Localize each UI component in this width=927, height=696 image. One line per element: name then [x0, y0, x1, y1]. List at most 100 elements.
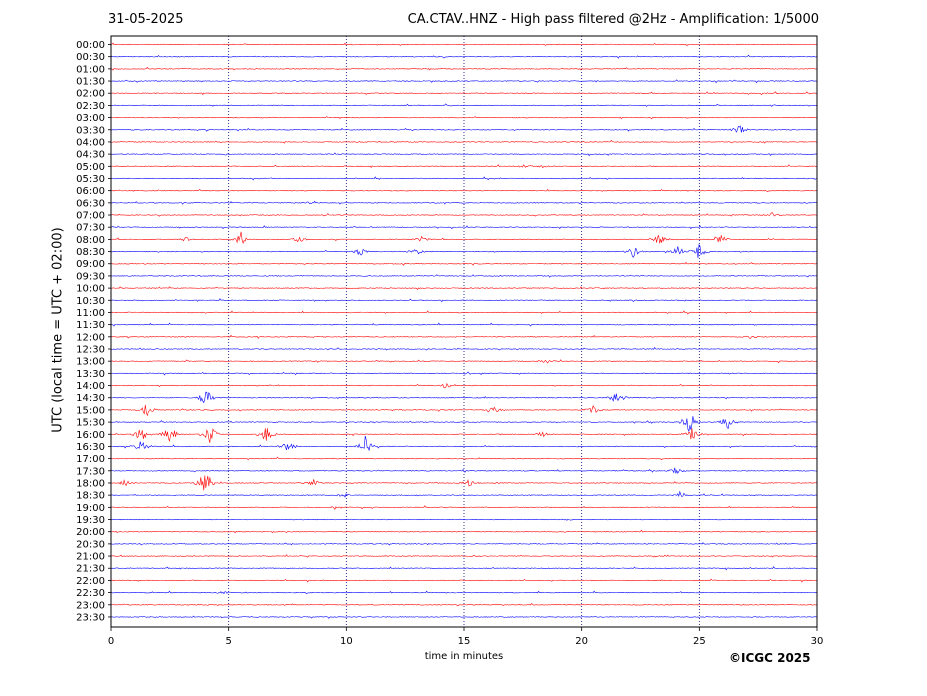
- trace-row: [110, 578, 818, 583]
- y-tick-label: 02:00: [76, 89, 105, 100]
- trace-row: [110, 490, 818, 498]
- y-tick-label: 06:00: [76, 186, 105, 197]
- y-tick-label: 02:30: [76, 101, 105, 112]
- y-tick-label: 09:30: [76, 271, 105, 282]
- trace-row: [110, 125, 818, 133]
- y-tick-label: 12:30: [76, 345, 105, 356]
- y-tick-label: 04:00: [76, 137, 105, 148]
- y-tick-label: 06:30: [76, 198, 105, 209]
- seismogram-traces: [110, 42, 818, 619]
- trace-row: [110, 225, 818, 230]
- trace-row: [110, 261, 818, 266]
- trace-row: [110, 347, 818, 351]
- y-tick-label: 07:30: [76, 223, 105, 234]
- y-tick-label: 21:00: [76, 552, 105, 563]
- y-tick-label: 15:30: [76, 418, 105, 429]
- copyright-label: ©ICGC 2025: [729, 651, 811, 665]
- y-tick-label: 11:30: [76, 320, 105, 331]
- x-tick-label: 0: [108, 636, 114, 647]
- trace-row: [110, 176, 818, 181]
- trace-row: [110, 404, 818, 417]
- chart-title: CA.CTAV..HNZ - High pass filtered @2Hz -…: [407, 12, 819, 27]
- trace-row: [110, 243, 818, 258]
- y-tick-label: 04:30: [76, 150, 105, 161]
- y-tick-label: 16:00: [76, 430, 105, 441]
- y-tick-label: 00:30: [76, 52, 105, 63]
- trace-row: [110, 322, 818, 327]
- y-tick-label: 08:00: [76, 235, 105, 246]
- trace-row: [110, 231, 818, 244]
- trace-row: [110, 435, 818, 451]
- y-tick-label: 13:30: [76, 369, 105, 380]
- y-tick-label: 03:30: [76, 125, 105, 136]
- trace-row: [110, 566, 818, 571]
- y-tick-label: 13:00: [76, 357, 105, 368]
- trace-row: [110, 200, 818, 205]
- y-tick-label: 20:00: [76, 527, 105, 538]
- trace-row: [110, 456, 818, 461]
- y-tick-label: 10:30: [76, 296, 105, 307]
- y-tick-label: 18:00: [76, 478, 105, 489]
- trace-row: [110, 603, 818, 607]
- trace-row: [110, 42, 818, 47]
- trace-row: [110, 139, 818, 144]
- trace-row: [110, 554, 818, 558]
- trace-row: [110, 188, 818, 193]
- trace-row: [110, 274, 818, 278]
- trace-row: [110, 416, 818, 433]
- y-tick-label: 23:00: [76, 600, 105, 611]
- y-tick-label: 05:30: [76, 174, 105, 185]
- trace-row: [110, 334, 818, 339]
- y-tick-label: 14:00: [76, 381, 105, 392]
- y-tick-label: 19:30: [76, 515, 105, 526]
- y-tick-label: 10:00: [76, 284, 105, 295]
- y-tick-label: 22:30: [76, 588, 105, 599]
- x-tick-label: 30: [811, 636, 824, 647]
- x-tick-label: 25: [693, 636, 706, 647]
- y-tick-label: 07:00: [76, 211, 105, 222]
- trace-row: [110, 615, 818, 619]
- trace-row: [110, 91, 818, 96]
- trace-row: [110, 310, 818, 315]
- x-tick-label: 10: [340, 636, 353, 647]
- trace-row: [110, 54, 818, 59]
- trace-row: [110, 518, 818, 521]
- trace-row: [110, 590, 818, 595]
- vertical-gridlines: [228, 36, 700, 627]
- y-tick-label: 16:30: [76, 442, 105, 453]
- y-tick-label: 17:00: [76, 454, 105, 465]
- y-tick-label: 03:00: [76, 113, 105, 124]
- trace-row: [110, 359, 818, 364]
- y-axis-label: UTC (local time = UTC + 02:00): [50, 227, 66, 433]
- trace-row: [110, 428, 818, 443]
- date-label: 31-05-2025: [108, 12, 184, 27]
- y-tick-label: 19:00: [76, 503, 105, 514]
- y-tick-label: 23:30: [76, 612, 105, 623]
- y-tick-label: 14:30: [76, 393, 105, 404]
- y-tick-label: 00:00: [76, 40, 105, 51]
- x-axis-label: time in minutes: [424, 651, 504, 662]
- x-tick-label: 5: [225, 636, 231, 647]
- trace-row: [110, 79, 818, 84]
- trace-row: [110, 286, 818, 290]
- trace-row: [110, 116, 818, 120]
- y-tick-label: 05:00: [76, 162, 105, 173]
- trace-row: [110, 66, 818, 71]
- trace-row: [110, 475, 818, 491]
- y-tick-label: 22:00: [76, 576, 105, 587]
- x-axis-ticks: 0 5 10 15 20 25 30: [108, 627, 824, 647]
- trace-row: [110, 152, 818, 157]
- y-tick-label: 11:00: [76, 308, 105, 319]
- x-tick-label: 15: [458, 636, 471, 647]
- trace-row: [110, 212, 818, 217]
- y-tick-label: 01:30: [76, 77, 105, 88]
- y-tick-label: 17:30: [76, 466, 105, 477]
- x-tick-label: 20: [575, 636, 588, 647]
- trace-row: [110, 542, 818, 546]
- trace-row: [110, 529, 818, 534]
- plot-frame: [110, 35, 818, 628]
- y-tick-label: 15:00: [76, 405, 105, 416]
- trace-row: [110, 164, 818, 169]
